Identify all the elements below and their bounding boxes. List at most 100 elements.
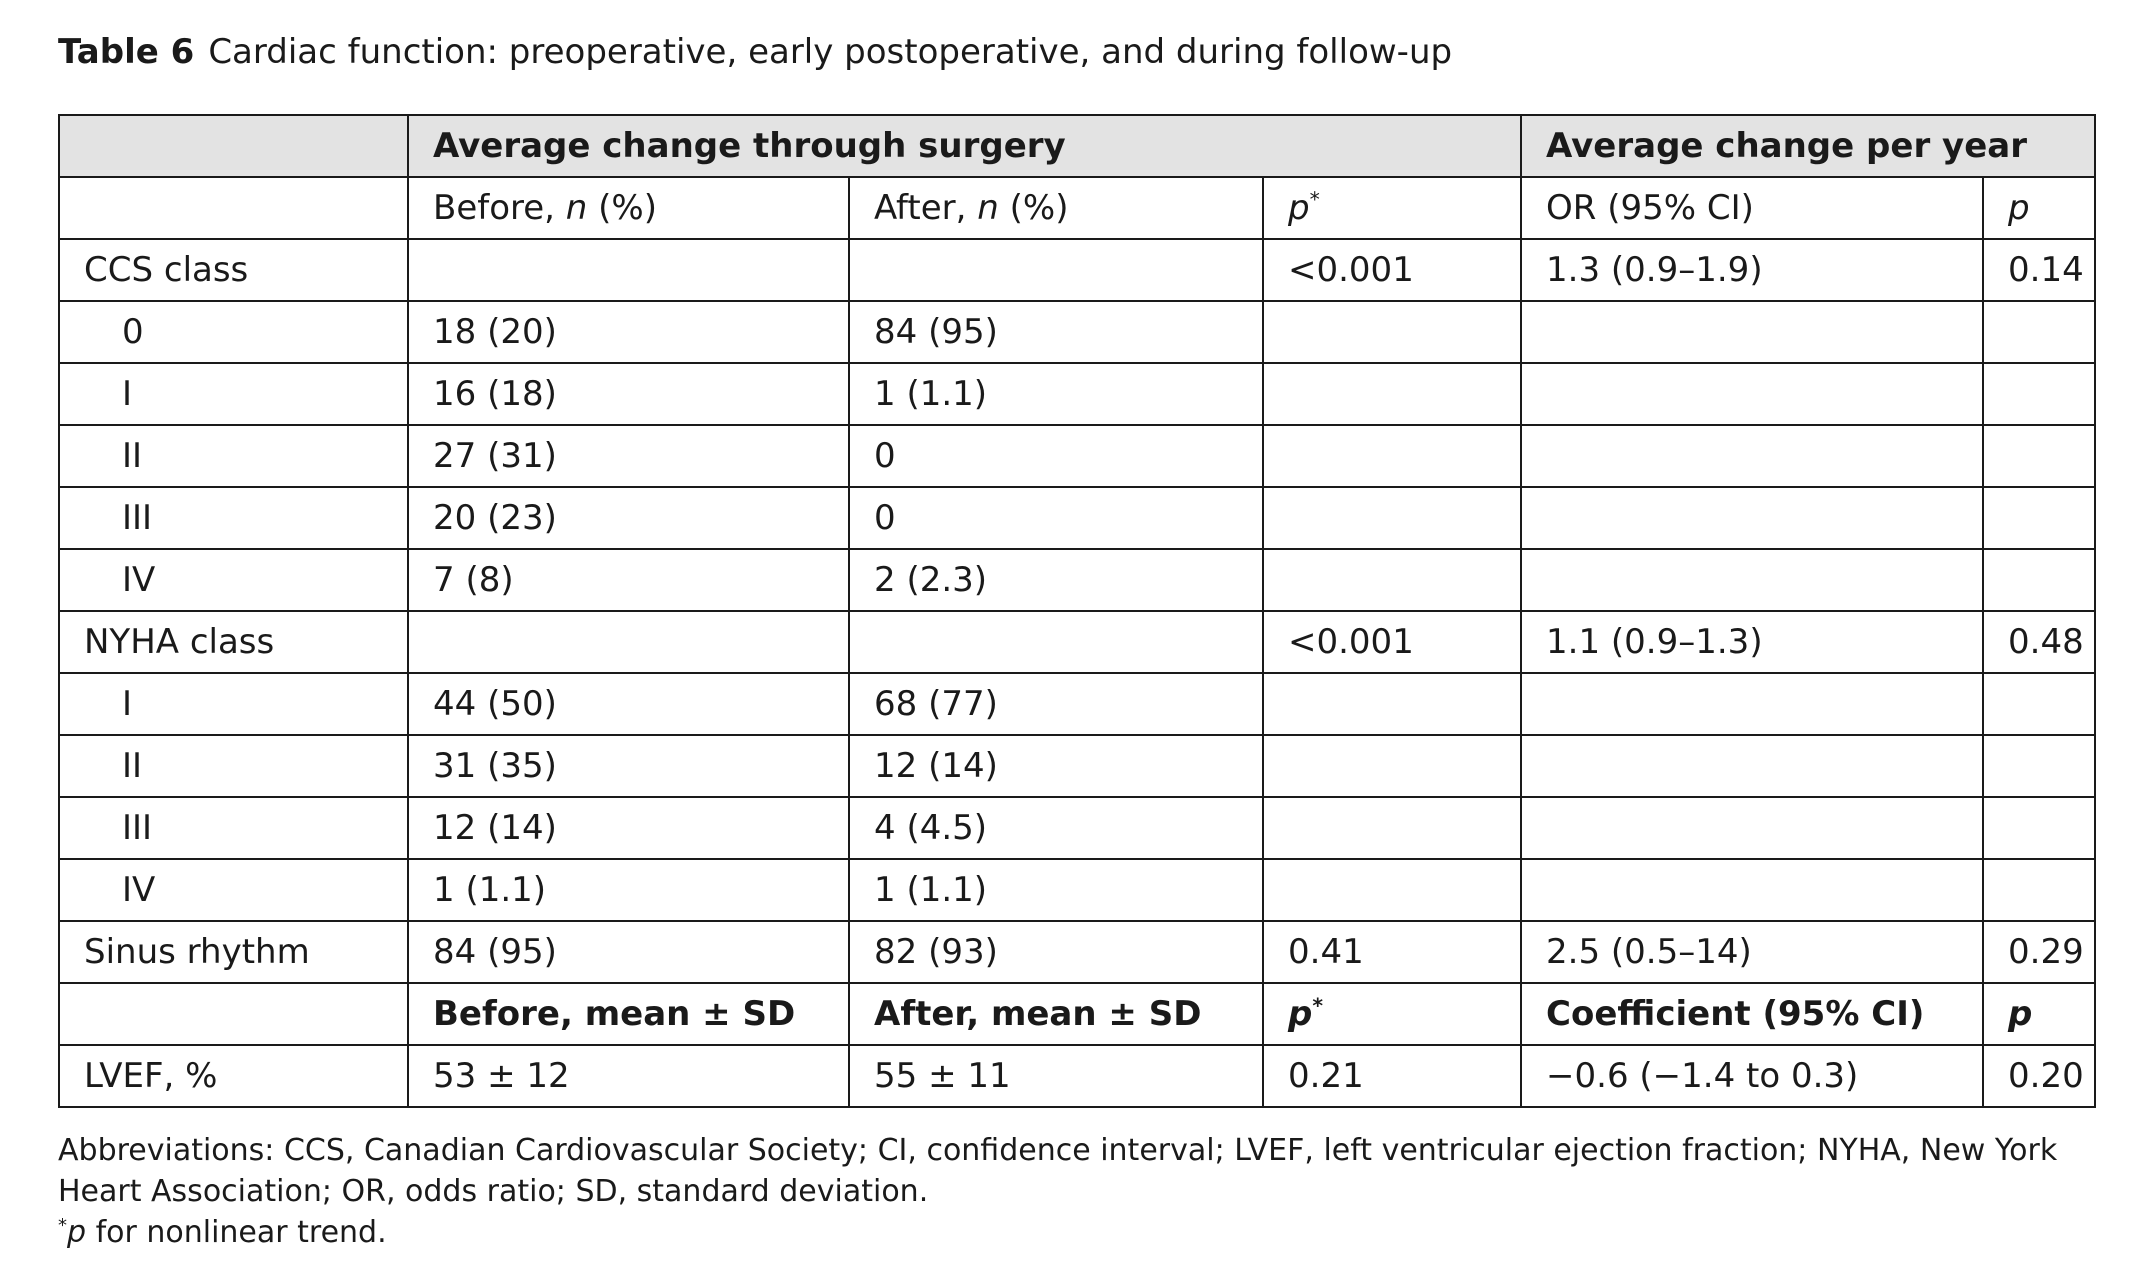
table-row: 0 18 (20) 84 (95) [58, 300, 2097, 364]
table-row: III 20 (23) 0 [58, 486, 2097, 550]
p-cell [1261, 424, 1523, 488]
or-cell [1520, 858, 1985, 922]
after-cell: 4 (4.5) [848, 796, 1264, 860]
after-cell: 0 [848, 486, 1264, 550]
p-per-year-cell [1982, 548, 2097, 612]
table-number: Table 6 [58, 32, 195, 72]
before-cell: 27 (31) [407, 424, 850, 488]
row-label: IV [58, 858, 409, 922]
before-cell: 18 (20) [407, 300, 850, 364]
row-label: I [58, 672, 409, 736]
header-empty-cell [58, 114, 409, 178]
p-cell [1261, 672, 1523, 736]
row-label: I [58, 362, 409, 426]
p-per-year-cell: 0.14 [1982, 238, 2097, 302]
p-per-year-cell [1982, 486, 2097, 550]
row-label: II [58, 424, 409, 488]
table-row: CCS class <0.001 1.3 (0.9–1.9) 0.14 [58, 238, 2097, 302]
before-cell: 53 ± 12 [407, 1044, 850, 1108]
after-cell: 55 ± 11 [848, 1044, 1264, 1108]
row-label: CCS class [58, 238, 409, 302]
table-row: II 27 (31) 0 [58, 424, 2097, 488]
before-cell [407, 610, 850, 674]
after-cell: 68 (77) [848, 672, 1264, 736]
p-cell [1261, 300, 1523, 364]
row-label: 0 [58, 300, 409, 364]
row-label: II [58, 734, 409, 798]
p-per-year-cell [1982, 672, 2097, 736]
p-cell: 0.41 [1261, 920, 1523, 984]
after-cell: 12 (14) [848, 734, 1264, 798]
row-label: IV [58, 548, 409, 612]
p-per-year-cell: 0.20 [1982, 1044, 2097, 1108]
col-header-or: OR (95% CI) [1520, 176, 1985, 240]
or-cell: 1.1 (0.9–1.3) [1520, 610, 1985, 674]
or-cell [1520, 424, 1985, 488]
table-row: II 31 (35) 12 (14) [58, 734, 2097, 798]
p-cell [1261, 486, 1523, 550]
coefficient-cell: −0.6 (−1.4 to 0.3) [1520, 1044, 1985, 1108]
p-per-year-cell: 0.48 [1982, 610, 2097, 674]
after-cell: 82 (93) [848, 920, 1264, 984]
p-cell [1261, 548, 1523, 612]
table-row: Sinus rhythm 84 (95) 82 (93) 0.41 2.5 (0.5–1… [58, 920, 2097, 984]
mean-sd-header-row: Before, mean ± SD After, mean ± SD p* Co… [58, 982, 2097, 1046]
row-label: III [58, 486, 409, 550]
p-per-year-cell [1982, 858, 2097, 922]
p-cell: <0.001 [1261, 238, 1523, 302]
or-cell [1520, 734, 1985, 798]
row-label: Sinus rhythm [58, 920, 409, 984]
after-cell [848, 238, 1264, 302]
or-cell [1520, 548, 1985, 612]
p-per-year-cell [1982, 362, 2097, 426]
or-cell [1520, 362, 1985, 426]
p-per-year-cell [1982, 424, 2097, 488]
table-row: IV 1 (1.1) 1 (1.1) [58, 858, 2097, 922]
table-row: III 12 (14) 4 (4.5) [58, 796, 2097, 860]
table-footnotes: Abbreviations: CCS, Canadian Cardiovascu… [58, 1130, 2098, 1253]
column-header-row: Before, n (%) After, n (%) p* OR (95% CI… [58, 176, 2097, 240]
after-cell: 84 (95) [848, 300, 1264, 364]
group-header-surgery: Average change through surgery [406, 114, 1523, 178]
after-cell: 1 (1.1) [848, 858, 1264, 922]
after-cell: 2 (2.3) [848, 548, 1264, 612]
subheader-before: Before, mean ± SD [407, 982, 850, 1046]
p-cell [1261, 858, 1523, 922]
or-cell [1520, 672, 1985, 736]
after-cell: 0 [848, 424, 1264, 488]
abbreviations-note: Abbreviations: CCS, Canadian Cardiovascu… [58, 1133, 2058, 1209]
table-caption: Table 6 Cardiac function: preoperative, e… [58, 24, 1452, 80]
col-header-p: p* [1261, 176, 1523, 240]
p-cell: 0.21 [1261, 1044, 1523, 1108]
p-cell [1261, 362, 1523, 426]
row-label: NYHA class [58, 610, 409, 674]
or-cell: 2.5 (0.5–14) [1520, 920, 1985, 984]
lvef-row: LVEF, % 53 ± 12 55 ± 11 0.21 −0.6 (−1.4 … [58, 1044, 2097, 1108]
p-cell [1261, 734, 1523, 798]
p-cell [1261, 796, 1523, 860]
header-empty-cell [58, 176, 409, 240]
before-cell: 16 (18) [407, 362, 850, 426]
before-cell: 12 (14) [407, 796, 850, 860]
before-cell: 84 (95) [407, 920, 850, 984]
row-label: LVEF, % [58, 1044, 409, 1108]
before-cell: 1 (1.1) [407, 858, 850, 922]
cardiac-function-table: Average change through surgery Average c… [58, 114, 2097, 1108]
p-cell: <0.001 [1261, 610, 1523, 674]
before-cell: 20 (23) [407, 486, 850, 550]
p-per-year-cell [1982, 734, 2097, 798]
p-per-year-cell [1982, 300, 2097, 364]
or-cell [1520, 486, 1985, 550]
subheader-p-per-year: p [1982, 982, 2097, 1046]
subheader-coefficient: Coefficient (95% CI) [1520, 982, 1985, 1046]
table-row: I 44 (50) 68 (77) [58, 672, 2097, 736]
table-title: Cardiac function: preoperative, early po… [208, 32, 1453, 72]
col-header-after: After, n (%) [848, 176, 1264, 240]
p-per-year-cell [1982, 796, 2097, 860]
before-cell [407, 238, 850, 302]
after-cell [848, 610, 1264, 674]
row-label: III [58, 796, 409, 860]
table-row: NYHA class <0.001 1.1 (0.9–1.3) 0.48 [58, 610, 2097, 674]
table-row: I 16 (18) 1 (1.1) [58, 362, 2097, 426]
p-per-year-cell: 0.29 [1982, 920, 2097, 984]
